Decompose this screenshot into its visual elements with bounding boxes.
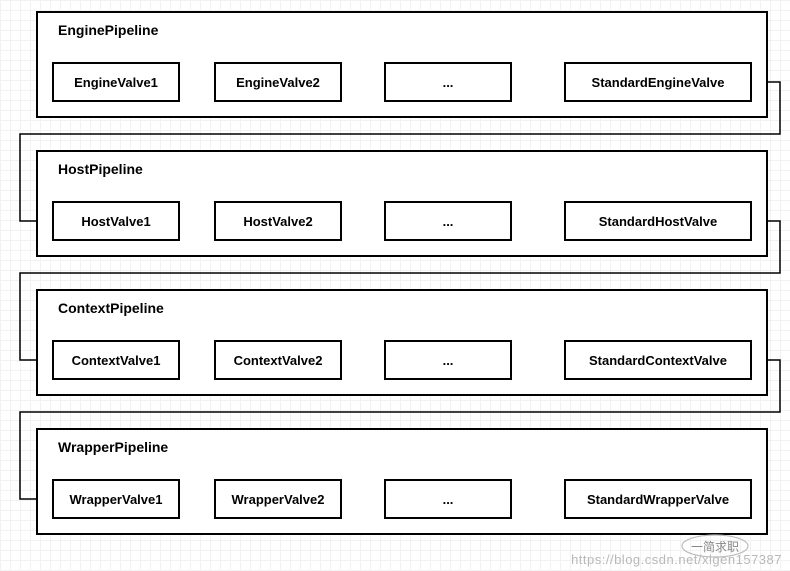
cv2-box: ContextValve2	[214, 340, 342, 380]
wv3-box: ...	[384, 479, 512, 519]
wrapper-pipeline-title: WrapperPipeline	[58, 439, 168, 455]
hv1-box: HostValve1	[52, 201, 180, 241]
watermark-text: https://blog.csdn.net/xlgen157387	[571, 552, 782, 567]
ev1-box: EngineValve1	[52, 62, 180, 102]
cv4-box: StandardContextValve	[564, 340, 752, 380]
ev4-box: StandardEngineValve	[564, 62, 752, 102]
cv1-box: ContextValve1	[52, 340, 180, 380]
hv4-box: StandardHostValve	[564, 201, 752, 241]
wv4-box: StandardWrapperValve	[564, 479, 752, 519]
engine-pipeline-title: EnginePipeline	[58, 22, 158, 38]
stamp: 一简求职	[680, 533, 750, 559]
wv2-box: WrapperValve2	[214, 479, 342, 519]
ev3-box: ...	[384, 62, 512, 102]
hv2-box: HostValve2	[214, 201, 342, 241]
ev2-box: EngineValve2	[214, 62, 342, 102]
stamp-label: 一简求职	[691, 538, 739, 555]
hv3-box: ...	[384, 201, 512, 241]
host-pipeline-title: HostPipeline	[58, 161, 143, 177]
context-pipeline-title: ContextPipeline	[58, 300, 164, 316]
cv3-box: ...	[384, 340, 512, 380]
diagram-canvas: EnginePipeline EngineValve1 EngineValve2..…	[0, 0, 790, 571]
wv1-box: WrapperValve1	[52, 479, 180, 519]
